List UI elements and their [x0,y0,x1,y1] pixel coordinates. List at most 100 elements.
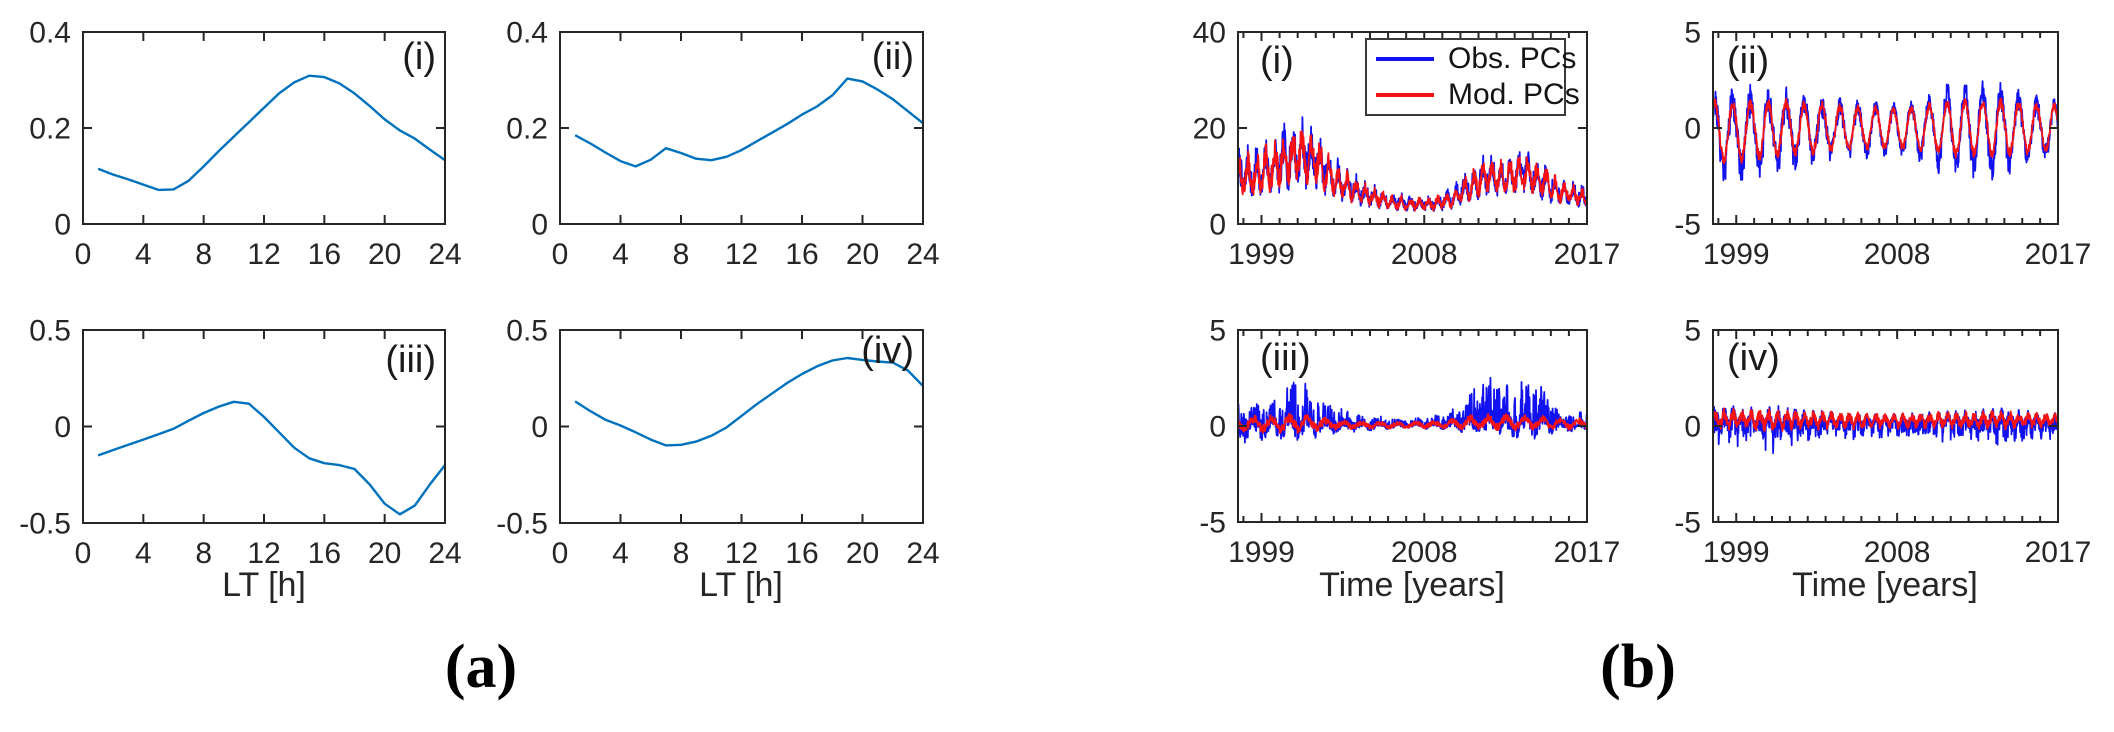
subplot-tag-a-i: (i) [402,36,436,78]
y-tick-label: 0.2 [29,113,71,146]
legend-label-obs-pcs: Obs. PCs [1448,41,1577,75]
subplot-tag-b-iii: (iii) [1260,337,1311,379]
series-line-mod-pcs [1714,407,2057,432]
x-tick-label: 16 [785,537,818,570]
y-tick-label: 0 [531,411,548,444]
series-line-obs-pcs [1239,376,1586,444]
x-tick-label: 2017 [1554,536,1621,569]
x-tick-label: 0 [75,238,92,271]
y-tick-label: 0 [1684,113,1701,146]
x-tick-label: 8 [673,537,690,570]
subplot-a-iii: 0 4 8 12 16 20 24-0.500.5 [19,315,461,571]
subplot-tag-b-i: (i) [1260,40,1294,82]
x-tick-label: 2008 [1864,536,1931,569]
y-tick-label: 0.5 [506,315,548,348]
y-tick-label: -0.5 [19,508,71,541]
xlabel-a-iv: LT [h] [699,566,783,604]
x-tick-label: 20 [846,537,879,570]
panel-a-label: (a) [444,633,518,701]
y-tick-label: -0.5 [496,508,548,541]
x-tick-label: 12 [725,238,758,271]
x-tick-label: 1999 [1703,238,1770,271]
xlabel-a-iii: LT [h] [222,566,306,604]
subplot-a-i: 0 4 8 12 16 20 24 0 0.2 0.4 [29,17,461,272]
subplot-tag-a-iv: (iv) [861,330,914,372]
subplot-tag-a-iii: (iii) [385,339,436,381]
series-line-diurnal-pattern-iii- [97,400,444,516]
series-line-diurnal-pattern-ii- [574,77,922,168]
subplot-b-i: 1999 2008 2017 0 20 40 [1193,17,1621,272]
y-tick-label: 0.2 [506,113,548,146]
x-tick-label: 16 [308,238,341,271]
subplot-tag-a-ii: (ii) [871,36,914,78]
x-tick-label: 16 [308,537,341,570]
x-tick-label: 2008 [1391,238,1458,271]
series-line-mod-pcs [1239,412,1586,435]
subplot-tag-b-iv: (iv) [1727,337,1780,379]
legend-line-obs-pcs-icon [1376,56,1434,61]
x-tick-label: 1999 [1703,536,1770,569]
x-tick-label: 4 [612,537,629,570]
y-tick-label: 0.4 [506,17,548,50]
series-group [1714,405,2057,455]
x-tick-label: 0 [552,537,569,570]
y-tick-label: 5 [1684,315,1701,348]
y-tick-label: 0 [1209,209,1226,242]
series-group [97,74,444,192]
series-line-mod-pcs [1714,97,2057,165]
x-tick-label: 4 [612,238,629,271]
legend-row-mod-pcs: Mod. PCs [1367,77,1580,113]
x-tick-label: 20 [846,238,879,271]
y-tick-label: 0 [1684,411,1701,444]
x-tick-label: 20 [368,238,401,271]
series-group [574,77,922,168]
series-line-diurnal-pattern-i- [97,74,444,192]
y-tick-label: 0 [531,209,548,242]
legend-label-mod-pcs: Mod. PCs [1448,78,1580,112]
x-tick-label: 2008 [1391,536,1458,569]
x-tick-label: 0 [552,238,569,271]
x-tick-label: 2008 [1864,238,1931,271]
y-tick-label: -5 [1674,209,1701,242]
x-tick-label: 8 [673,238,690,271]
series-group [1239,376,1586,444]
x-tick-label: 4 [135,537,152,570]
x-tick-label: 8 [195,537,212,570]
x-tick-label: 20 [368,537,401,570]
series-group [1239,116,1586,212]
y-tick-label: 0 [54,209,71,242]
y-tick-label: 0 [54,411,71,444]
x-tick-label: 2017 [2025,536,2092,569]
y-tick-label: 5 [1684,17,1701,50]
xlabel-b-iii: Time [years] [1319,566,1505,604]
series-group [97,400,444,516]
subplot-b-iv: 1999 2008 2017 -5 0 5 [1674,315,2091,570]
y-tick-label: 0.5 [29,315,71,348]
y-tick-label: -5 [1199,507,1226,540]
panel-b-label: (b) [1600,633,1676,701]
x-tick-label: 24 [906,238,939,271]
x-tick-label: 0 [75,537,92,570]
x-tick-label: 12 [247,537,280,570]
x-tick-label: 24 [428,537,461,570]
subplot-b-ii: 1999 2008 2017 -5 0 5 [1674,17,2091,272]
series-line-diurnal-pattern-iv- [574,356,922,447]
x-tick-label: 1999 [1228,536,1295,569]
legend-row-obs-pcs: Obs. PCs [1367,41,1576,77]
x-tick-label: 16 [785,238,818,271]
legend: Obs. PCs Mod. PCs [1365,38,1580,116]
xlabel-b-iv: Time [years] [1792,566,1978,604]
subplot-b-iii: 1999 2008 2017 -5 0 5 [1199,315,1620,570]
x-tick-label: 1999 [1228,238,1295,271]
subplot-tag-b-ii: (ii) [1727,40,1770,82]
x-tick-label: 24 [906,537,939,570]
x-tick-label: 24 [428,238,461,271]
x-tick-label: 2017 [2025,238,2092,271]
series-line-mod-pcs [1239,130,1586,212]
subplot-a-iv: 0 4 8 12 16 20 24-0.500.5 [496,315,939,571]
subplot-a-ii: 0 4 8 12 16 20 24 0 0.2 0.4 [506,17,939,272]
x-tick-label: 8 [195,238,212,271]
y-tick-label: 20 [1193,113,1226,146]
series-group [574,356,922,447]
